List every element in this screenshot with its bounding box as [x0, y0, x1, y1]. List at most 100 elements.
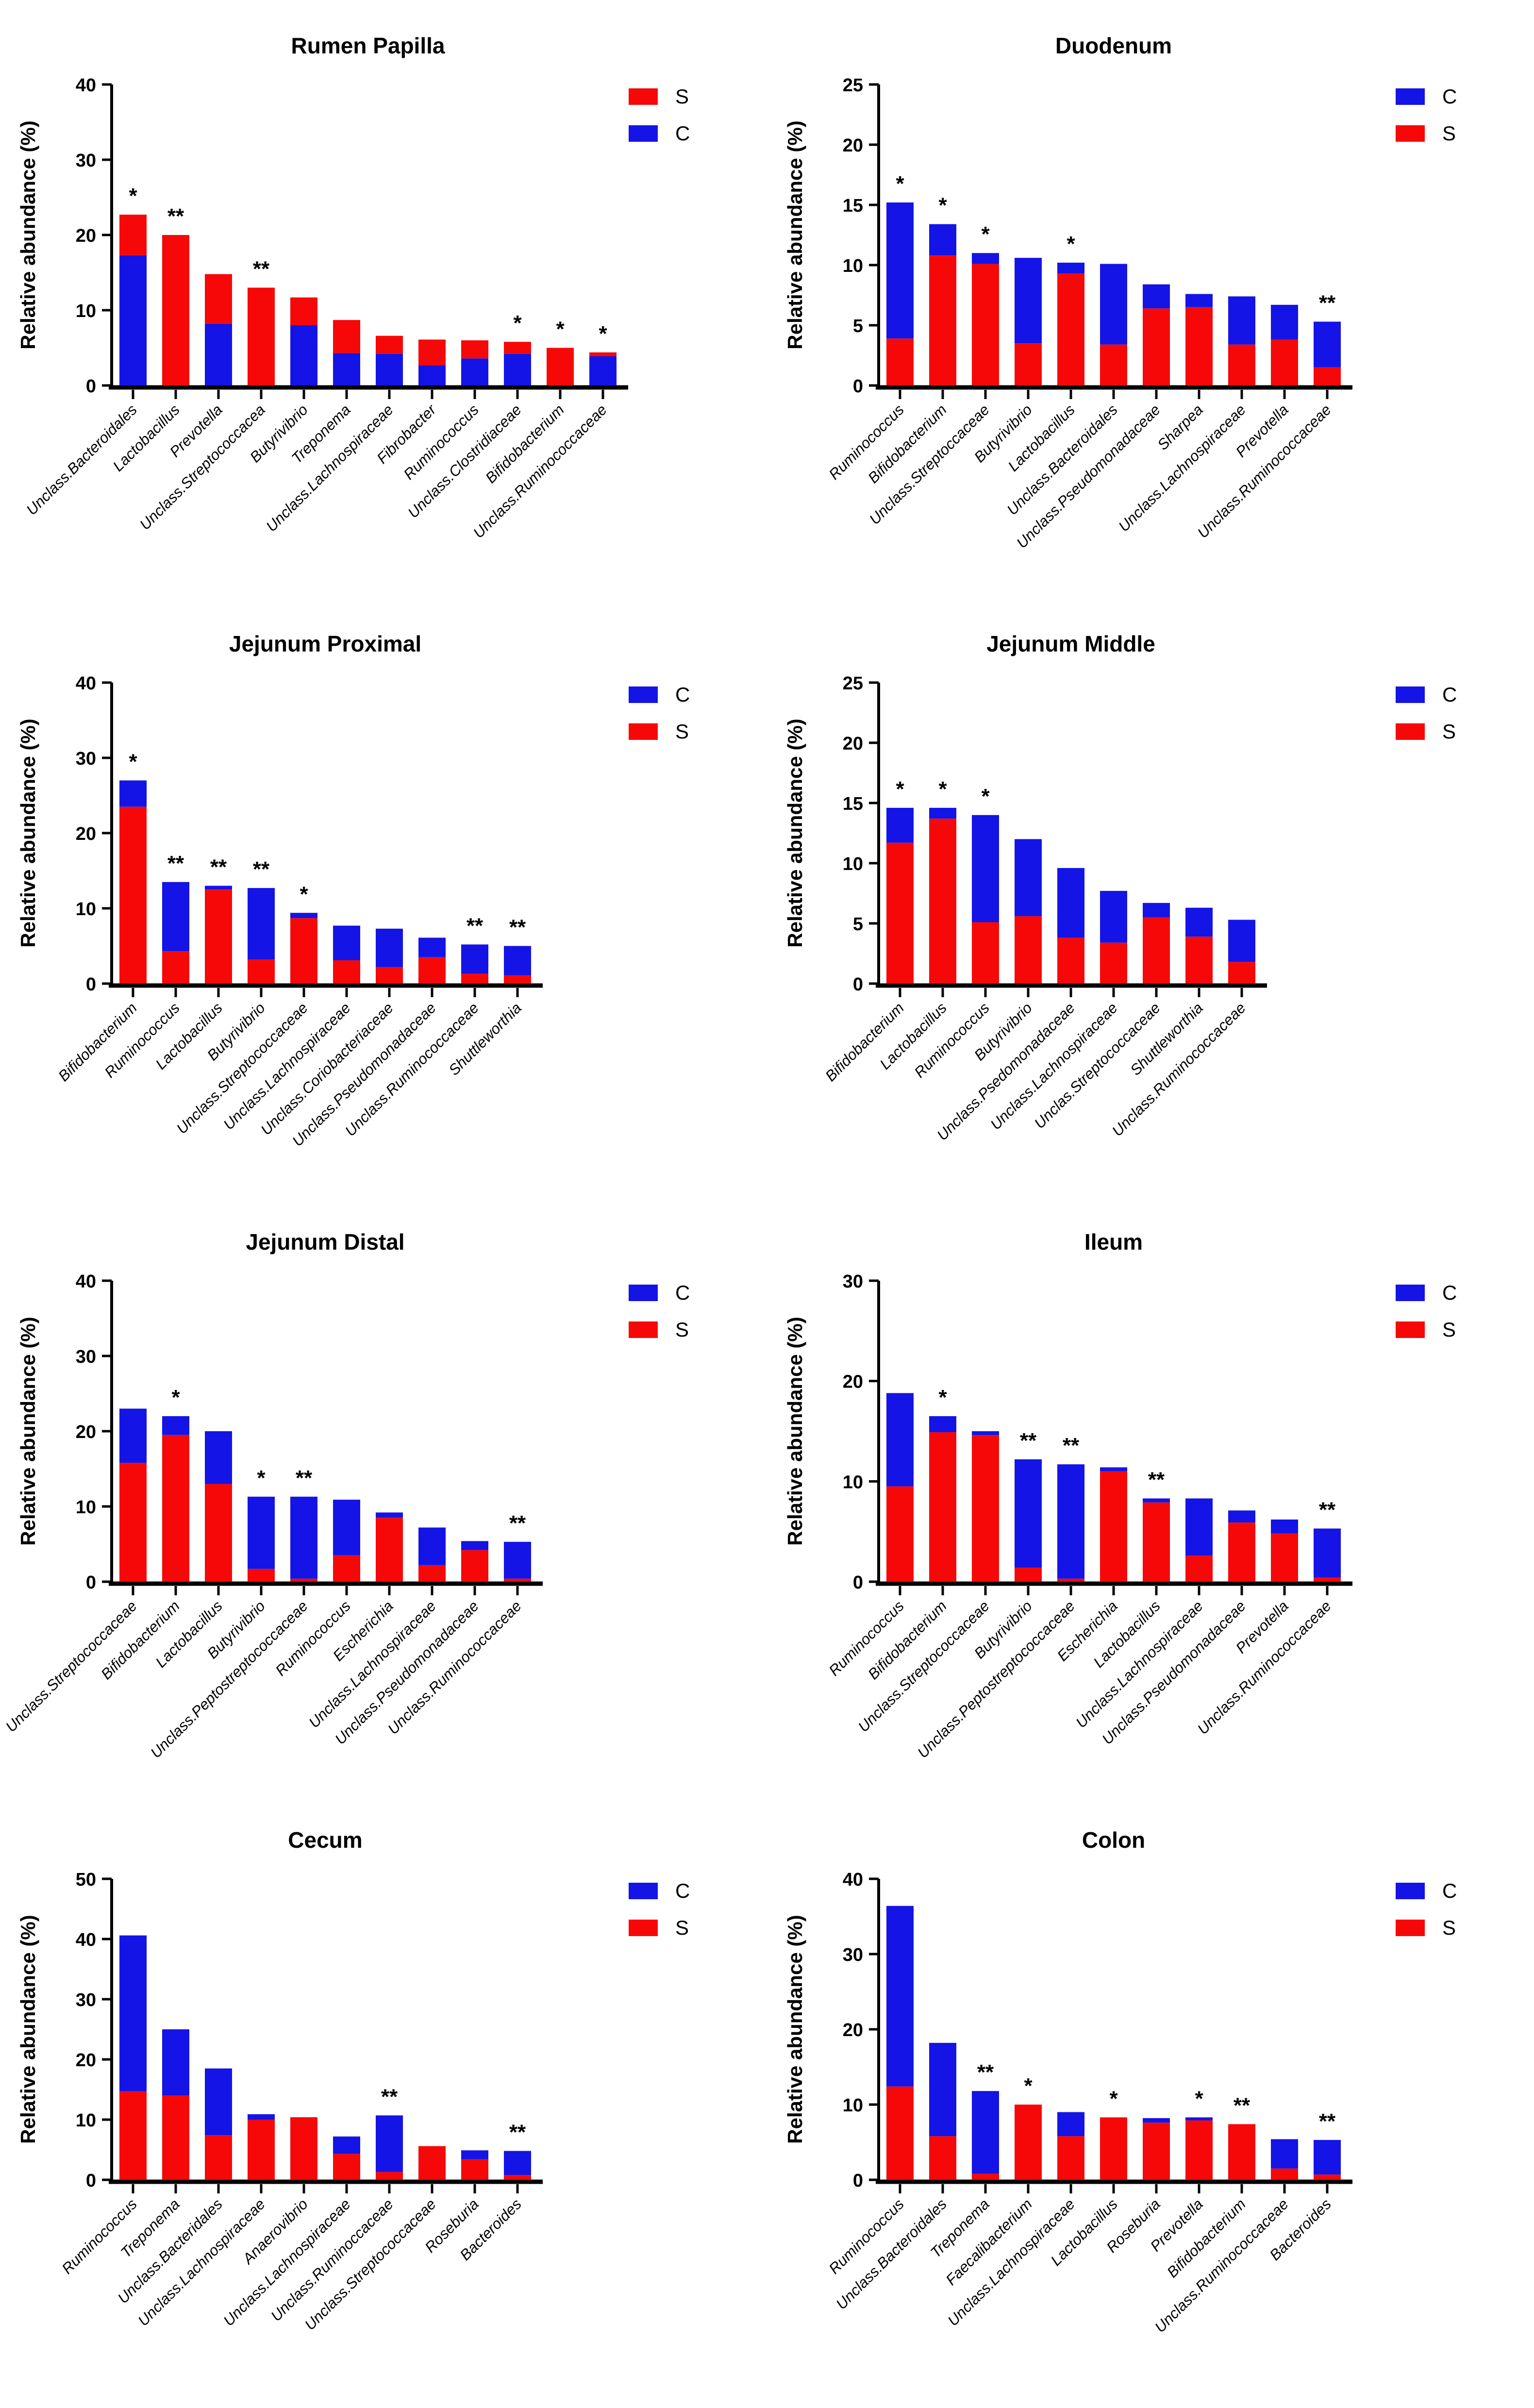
bar-segment-C [1185, 1498, 1213, 1556]
bar-segment-S [1228, 962, 1255, 984]
chart-jejunum-distal: Jejunum Distal Relative abundance (%) 0 10 2… [0, 1208, 767, 1806]
significance-marker: ** [467, 914, 484, 937]
significance-marker: ** [253, 857, 270, 881]
bar-segment-C [290, 325, 317, 385]
y-tick-label: 40 [76, 673, 96, 694]
y-axis-label: Relative abundance (%) [17, 1915, 39, 2143]
bar-segment-C [1015, 1459, 1042, 1568]
bar-segment-S [886, 1486, 914, 1582]
bar-segment-C [1015, 839, 1042, 917]
legend-label-S: S [675, 1318, 689, 1341]
category-label: Bifidobacterium [865, 1597, 950, 1683]
significance-marker: * [1067, 232, 1075, 256]
y-tick-label: 30 [76, 749, 96, 769]
y-tick-label: 5 [853, 914, 863, 935]
bar-segment-S [1015, 916, 1042, 984]
y-tick-label: 0 [86, 1572, 96, 1593]
bar-segment-S [886, 338, 914, 385]
bar-segment-C [504, 353, 531, 385]
legend-swatch-C [1396, 686, 1425, 703]
bar-segment-S [376, 2172, 403, 2180]
bar-segment-C [1057, 868, 1084, 938]
chart-title: Jejunum Distal [246, 1229, 404, 1254]
category-label: Ruminococcus [400, 401, 482, 483]
bar-segment-S [333, 960, 360, 984]
bar-segment-C [119, 1408, 147, 1463]
y-tick-label: 0 [86, 376, 96, 397]
bar-segment-C [119, 780, 147, 807]
bar-chart-svg: Cecum Relative abundance (%) 0 10 20 30 40 50 Ru… [17, 1827, 690, 2333]
category-label: Shuttleworthia [445, 999, 525, 1079]
bar-segment-S [1185, 2120, 1213, 2180]
legend-label-S: S [675, 85, 689, 108]
bar-segment-S [1185, 936, 1213, 984]
category-label: Ruminococcus [825, 1597, 907, 1679]
bar-segment-C [1057, 263, 1084, 274]
bar-segment-S [205, 2135, 232, 2180]
chart-title: Cecum [288, 1827, 362, 1853]
category-label: Shuttleworthia [1127, 999, 1206, 1079]
legend-swatch-S [1396, 1920, 1425, 1936]
bar-segment-C [119, 1935, 147, 2091]
bar-chart-svg: Ileum Relative abundance (%) 0 10 20 30 Rumino… [784, 1229, 1457, 1761]
legend-label-S: S [1442, 720, 1456, 743]
bar-segment-C [376, 2115, 403, 2172]
chart-rumen-papilla: Rumen Papilla Relative abundance (%) 0 10 20… [0, 12, 767, 610]
legend-swatch-S [1396, 125, 1425, 142]
significance-marker: ** [1020, 1429, 1037, 1453]
bar-segment-S [333, 1555, 360, 1582]
bar-segment-C [1228, 1510, 1255, 1523]
category-label: Ruminococcus [825, 2195, 907, 2277]
bar-segment-C [1314, 1528, 1341, 1578]
chart-jejunum-proximal: Jejunum Proximal Relative abundance (%) 0 1… [0, 610, 767, 1208]
y-tick-label: 20 [76, 1422, 96, 1442]
bar-chart-svg: Colon Relative abundance (%) 0 10 20 30 40 Rumi… [784, 1827, 1457, 2336]
y-axis-label: Relative abundance (%) [17, 120, 39, 349]
bar-segment-C [376, 353, 403, 385]
y-axis-label: Relative abundance (%) [784, 1317, 806, 1545]
bar-segment-S [1314, 2174, 1341, 2180]
category-label: Ruminococcus [272, 1597, 354, 1679]
y-tick-label: 25 [843, 673, 863, 694]
significance-marker: * [300, 882, 308, 906]
significance-marker: ** [509, 2120, 526, 2144]
bar-segment-S [1143, 2123, 1170, 2180]
bar-segment-S [1228, 2124, 1255, 2180]
y-tick-label: 20 [843, 2020, 863, 2040]
legend-swatch-C [629, 1285, 658, 1301]
bar-segment-C [418, 937, 446, 957]
bar-segment-S [205, 889, 232, 984]
legend-swatch-S [1396, 723, 1425, 740]
bar-segment-S [418, 339, 446, 366]
bar-segment-S [1057, 1578, 1084, 1582]
bar-segment-C [162, 2029, 189, 2096]
legend-label-C: C [1442, 1879, 1457, 1902]
bar-segment-C [1143, 1498, 1170, 1503]
bar-segment-C [1271, 2139, 1298, 2169]
bar-segment-S [1057, 2136, 1084, 2180]
bar-segment-C [886, 1906, 914, 2087]
legend-swatch-C [1396, 88, 1425, 105]
legend-swatch-S [629, 1321, 658, 1338]
bar-segment-S [504, 342, 531, 354]
bar-segment-S [119, 1463, 147, 1582]
bar-segment-S [929, 2136, 956, 2180]
legend-swatch-C [629, 125, 658, 142]
bar-segment-S [1100, 2117, 1127, 2180]
significance-marker: ** [210, 855, 227, 879]
y-tick-label: 0 [853, 1572, 863, 1593]
y-tick-label: 10 [843, 1472, 863, 1492]
bar-segment-C [205, 886, 232, 890]
chart-cecum: Cecum Relative abundance (%) 0 10 20 30 40 50 Ru… [0, 1806, 767, 2404]
y-tick-label: 0 [853, 2171, 863, 2191]
chart-title: Ileum [1084, 1229, 1143, 1254]
y-tick-label: 15 [843, 196, 863, 216]
significance-marker: * [1024, 2074, 1033, 2098]
y-tick-label: 30 [843, 1271, 863, 1292]
bar-segment-S [886, 2086, 914, 2180]
y-tick-label: 20 [76, 2050, 96, 2071]
bar-chart-svg: Jejunum Proximal Relative abundance (%) 0 1… [17, 631, 690, 1150]
legend-label-C: C [675, 1879, 690, 1902]
legend-label-C: C [675, 683, 690, 706]
